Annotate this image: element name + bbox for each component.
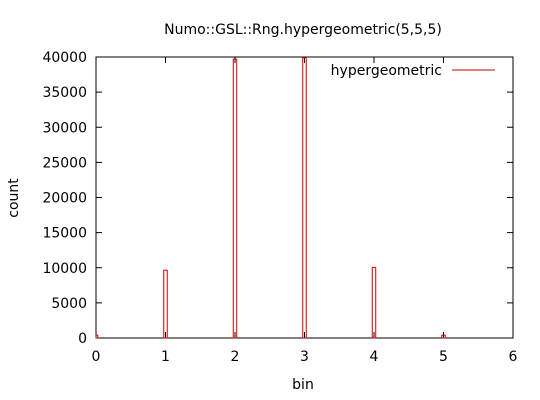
histogram-bar bbox=[163, 269, 168, 339]
histogram-bar bbox=[95, 334, 99, 339]
x-tick-label: 4 bbox=[370, 349, 379, 365]
legend-label: hypergeometric bbox=[331, 63, 442, 79]
y-tick-label: 5000 bbox=[51, 296, 87, 312]
histogram-bar bbox=[232, 58, 238, 339]
y-tick-label: 40000 bbox=[42, 50, 87, 66]
y-tick-label: 30000 bbox=[42, 120, 87, 136]
x-axis-ticks: 0 1 2 3 4 5 6 bbox=[92, 57, 518, 365]
legend: hypergeometric bbox=[331, 63, 495, 79]
x-tick-label: 0 bbox=[92, 349, 101, 365]
histogram-bar bbox=[371, 266, 377, 339]
x-tick-label: 2 bbox=[231, 349, 240, 365]
y-tick-label: 15000 bbox=[42, 226, 87, 242]
x-tick-label: 6 bbox=[509, 349, 518, 365]
y-tick-label: 10000 bbox=[42, 261, 87, 277]
y-tick-label: 35000 bbox=[42, 85, 87, 101]
histogram-bar bbox=[441, 334, 446, 339]
x-tick-label: 5 bbox=[439, 349, 448, 365]
plot-frame bbox=[95, 56, 514, 339]
y-axis-label: count bbox=[6, 178, 22, 218]
y-tick-label: 20000 bbox=[42, 191, 87, 207]
y-axis-ticks: 0 5000 10000 15000 20000 25000 30000 35000 40000 bbox=[42, 50, 513, 347]
y-tick-label: 25000 bbox=[42, 155, 87, 171]
x-tick-label: 1 bbox=[161, 349, 170, 365]
chart-title: Numo::GSL::Rng.hypergeometric(5,5,5) bbox=[164, 22, 442, 38]
x-tick-label: 3 bbox=[300, 349, 309, 365]
y-tick-label: 0 bbox=[78, 331, 87, 347]
x-axis-label: bin bbox=[292, 377, 314, 393]
plot-border bbox=[95, 56, 514, 339]
histogram-bars bbox=[95, 57, 446, 339]
histogram-bar bbox=[302, 57, 307, 339]
